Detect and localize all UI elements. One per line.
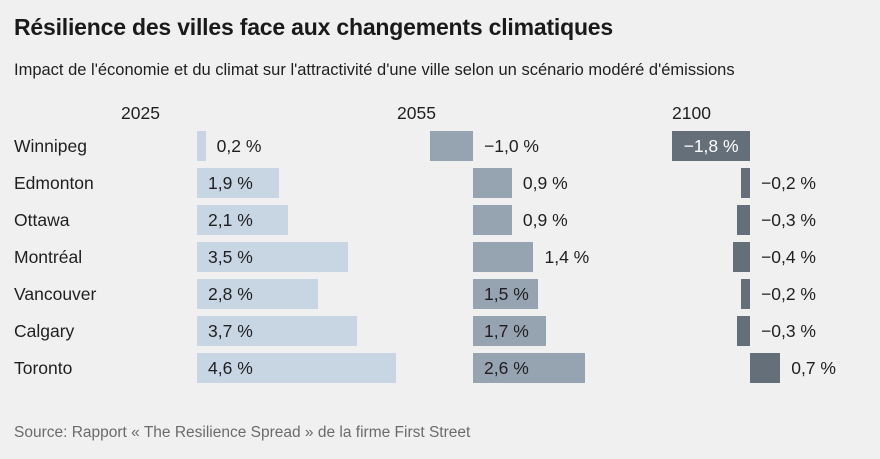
chart-row: Toronto 4,6 % 2,6 % 0,7 % <box>0 353 880 383</box>
value-label: −1,0 % <box>484 136 539 156</box>
row-label-city: Ottawa <box>14 210 70 230</box>
column-header-2100: 2100 <box>672 103 711 123</box>
value-label: −0,3 % <box>761 210 816 230</box>
bar-2055 <box>473 168 512 198</box>
value-label: 3,5 % <box>208 247 253 267</box>
chart-row: Winnipeg 0,2 % −1,0 % −1,8 % <box>0 131 880 161</box>
value-label: 2,6 % <box>484 358 529 378</box>
chart-row: Vancouver 2,8 % 1,5 % −0,2 % <box>0 279 880 309</box>
value-label: 0,9 % <box>522 173 568 193</box>
value-label: 4,6 % <box>208 358 253 378</box>
value-label: 2,1 % <box>208 210 253 230</box>
value-label: −0,4 % <box>761 247 816 267</box>
row-label-city: Winnipeg <box>14 136 87 156</box>
source-note: Source: Rapport « The Resilience Spread … <box>14 424 471 441</box>
value-label: 0,9 % <box>522 210 568 230</box>
chart-row: Ottawa 2,1 % 0,9 % −0,3 % <box>0 205 880 235</box>
bar-2100 <box>732 242 750 272</box>
row-label-city: Vancouver <box>14 284 97 304</box>
value-label: 1,5 % <box>484 284 529 304</box>
value-label: 2,8 % <box>208 284 253 304</box>
chart-row: Montréal 3,5 % 1,4 % −0,4 % <box>0 242 880 272</box>
bar-2025 <box>197 353 396 383</box>
value-label: −0,2 % <box>761 284 816 304</box>
value-label: −0,3 % <box>761 321 816 341</box>
value-label: 0,7 % <box>791 358 836 378</box>
bar-2025 <box>197 168 280 198</box>
row-label-city: Edmonton <box>14 173 94 193</box>
bar-2055 <box>473 353 586 383</box>
bar-2025 <box>197 279 318 309</box>
chart-title: Résilience des villes face aux changemen… <box>14 14 613 40</box>
bar-2055 <box>473 205 512 235</box>
bar-2055 <box>473 242 534 272</box>
value-label: −0,2 % <box>761 173 816 193</box>
value-label: 1,9 % <box>208 173 253 193</box>
bar-2025 <box>197 205 288 235</box>
bar-2100 <box>737 316 750 346</box>
bar-2100 <box>672 131 750 161</box>
bar-2100 <box>741 168 750 198</box>
chart-row: Edmonton 1,9 % 0,9 % −0,2 % <box>0 168 880 198</box>
value-label: −1,8 % <box>683 136 739 156</box>
bar-2025 <box>197 316 357 346</box>
bar-2100 <box>741 279 750 309</box>
row-label-city: Calgary <box>14 321 75 341</box>
bar-2055 <box>429 131 473 161</box>
bar-2055 <box>473 316 547 346</box>
bar-2100 <box>737 205 750 235</box>
chart-subtitle: Impact de l'économie et du climat sur l'… <box>14 61 735 79</box>
bar-2055 <box>473 279 538 309</box>
bar-2025 <box>197 242 349 272</box>
value-label: 1,4 % <box>544 247 590 267</box>
bar-2100 <box>750 353 781 383</box>
value-label: 1,7 % <box>484 321 529 341</box>
row-label-city: Montréal <box>14 247 83 267</box>
column-header-2055: 2055 <box>397 103 436 123</box>
row-label-city: Toronto <box>14 358 73 378</box>
value-label: 0,2 % <box>216 136 262 156</box>
value-label: 3,7 % <box>208 321 253 341</box>
chart-row: Calgary 3,7 % 1,7 % −0,3 % <box>0 316 880 346</box>
column-header-2025: 2025 <box>121 103 160 123</box>
bar-2025 <box>197 131 206 161</box>
